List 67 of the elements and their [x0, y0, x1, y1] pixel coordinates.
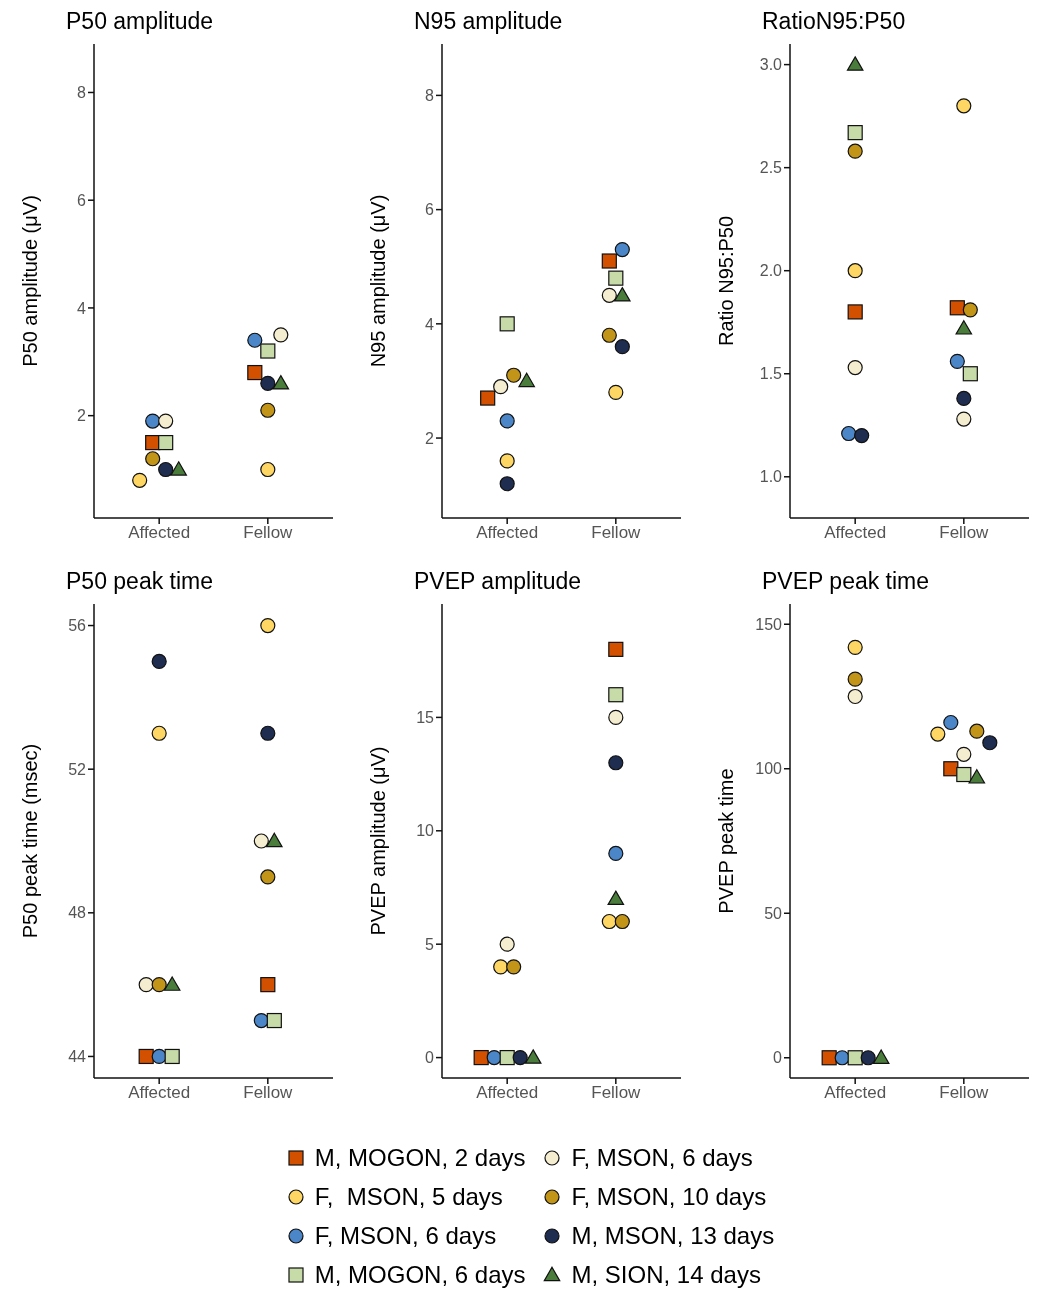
point — [847, 359, 863, 376]
x-tick-label: Fellow — [591, 1083, 642, 1103]
chart-title: N95 amplitude — [413, 8, 564, 36]
point — [847, 304, 863, 320]
y-tick-label: 52 — [68, 760, 87, 778]
y-tick-label: 10 — [416, 822, 435, 840]
chart-title: P50 peak time — [65, 568, 215, 596]
y-tick-label: 8 — [425, 87, 435, 105]
x-tick-label: Affected — [476, 523, 539, 543]
y-tick-label: 1.0 — [759, 468, 783, 486]
y-axis-title: PVEP peak time — [715, 768, 738, 914]
x-tick-label: Affected — [476, 1083, 539, 1103]
y-tick-label: 56 — [68, 617, 87, 635]
x-tick-label: Fellow — [243, 1083, 294, 1103]
x-tick-label: Affected — [128, 1083, 191, 1103]
x-tick-label: Fellow — [591, 523, 642, 543]
y-tick-label: 2.5 — [759, 159, 783, 177]
y-tick-label: 2 — [425, 429, 435, 447]
point — [846, 56, 864, 71]
legend-label: M, MOGON, 6 days — [314, 1260, 526, 1289]
legend-label: F, MSON, 6 days — [571, 1143, 753, 1172]
y-axis-title: Ratio N95:P50 — [715, 215, 738, 347]
y-tick-label: 5 — [425, 935, 435, 953]
x-tick-label: Fellow — [243, 523, 294, 543]
y-tick-label: 2 — [77, 407, 87, 425]
y-tick-label: 44 — [68, 1048, 87, 1066]
chart-title: P50 amplitude — [65, 8, 215, 36]
point — [956, 390, 972, 407]
y-tick-label: 48 — [68, 904, 87, 922]
x-tick-label: Affected — [824, 523, 887, 543]
y-tick-label: 6 — [425, 201, 435, 219]
y-tick-label: 1.5 — [759, 365, 783, 383]
x-tick-label: Fellow — [939, 523, 990, 543]
legend-label: M, SION, 14 days — [571, 1260, 761, 1289]
y-axis-title: N95 amplitude (μV) — [367, 194, 390, 368]
y-axis-title: P50 peak time (msec) — [19, 743, 42, 939]
y-tick-label: 4 — [425, 315, 435, 333]
point — [955, 320, 973, 335]
y-tick-label: 8 — [77, 84, 87, 102]
legend-label: M, MSON, 13 days — [571, 1221, 775, 1250]
point — [847, 125, 863, 141]
y-tick-label: 2.0 — [759, 262, 783, 280]
legend-label: F, MSON, 5 days — [314, 1182, 503, 1211]
point — [847, 143, 863, 159]
y-tick-label: 0 — [773, 1049, 783, 1067]
y-tick-label: 6 — [77, 191, 87, 209]
chart-title: PVEP amplitude — [413, 568, 583, 596]
x-tick-label: Affected — [824, 1083, 887, 1103]
y-tick-label: 4 — [77, 299, 87, 317]
y-tick-label: 0 — [425, 1049, 435, 1067]
chart-title: RatioN95:P50 — [761, 8, 907, 36]
x-tick-label: Affected — [128, 523, 191, 543]
point — [956, 411, 972, 427]
legend-label: F, MSON, 10 days — [571, 1182, 767, 1211]
legend-label: M, MOGON, 2 days — [314, 1143, 526, 1172]
y-axis-title: P50 amplitude (μV) — [19, 195, 42, 367]
x-tick-label: Fellow — [939, 1083, 990, 1103]
point — [956, 98, 972, 114]
legend-label: F, MSON, 6 days — [314, 1221, 497, 1250]
y-tick-label: 150 — [755, 615, 783, 633]
y-tick-label: 15 — [416, 709, 435, 727]
y-tick-label: 3.0 — [759, 56, 783, 74]
chart-title: PVEP peak time — [761, 568, 931, 596]
point — [847, 263, 863, 279]
y-tick-label: 50 — [764, 904, 783, 922]
y-axis-title: PVEP amplitude (μV) — [367, 746, 390, 936]
y-tick-label: 100 — [755, 760, 783, 778]
